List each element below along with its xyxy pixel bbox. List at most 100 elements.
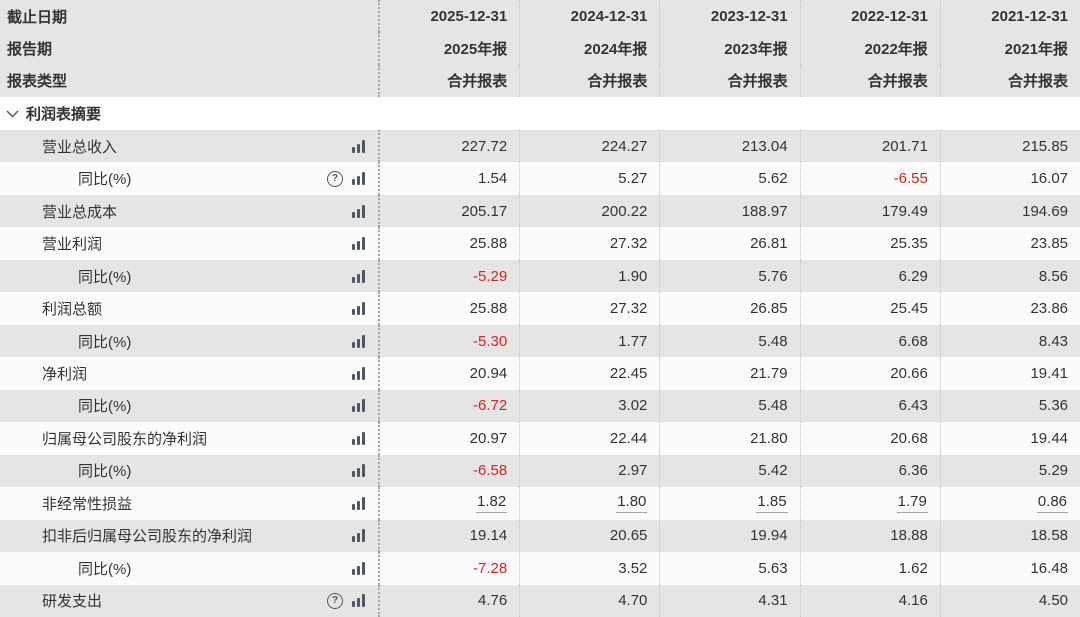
- row-label: 营业利润: [42, 236, 103, 254]
- row-icons: [352, 204, 365, 218]
- value-cell: 2.97: [519, 454, 659, 488]
- row-label: 同比(%): [78, 463, 132, 481]
- value-cell: 22.44: [519, 422, 659, 455]
- bar-chart-icon[interactable]: [352, 237, 365, 251]
- bar-chart-icon[interactable]: [352, 561, 365, 575]
- bar-chart-icon[interactable]: [352, 139, 365, 153]
- cell-value: 194.69: [1022, 202, 1069, 220]
- value-cell: 6.68: [799, 324, 940, 358]
- cell-value: 201.71: [881, 137, 928, 155]
- cell-value: 5.48: [758, 397, 788, 415]
- row-icons: [352, 529, 365, 543]
- cell-value: -7.28: [473, 559, 508, 577]
- value-cell: 23.85: [939, 227, 1080, 260]
- value-cell: 25.45: [799, 292, 940, 325]
- row-icons: [352, 302, 365, 316]
- row-label: 利润总额: [42, 301, 103, 319]
- value-cell: 19.14: [378, 519, 519, 553]
- header-date-cell: 2023-12-31: [659, 0, 799, 33]
- question-mark-icon[interactable]: ?: [327, 170, 343, 187]
- cell-value: 21.79: [750, 365, 788, 383]
- value-cell: 5.36: [939, 389, 1080, 423]
- cell-value: 4.31: [758, 592, 788, 610]
- value-cell: 6.29: [799, 259, 940, 293]
- header-period: 2025年报: [443, 40, 508, 58]
- bar-chart-icon[interactable]: [352, 204, 365, 218]
- question-mark-icon[interactable]: ?: [327, 592, 343, 609]
- row-label: 净利润: [42, 366, 88, 384]
- cell-value: 1.90: [618, 267, 648, 285]
- header-period: 2021年报: [1004, 40, 1069, 58]
- cell-value[interactable]: 1.82: [476, 493, 508, 514]
- value-cell: 1.79: [799, 487, 940, 520]
- cell-value: 21.80: [750, 429, 788, 447]
- value-cell: 20.94: [378, 357, 519, 390]
- table-row: 同比(%) -5.29 1.90 5.76 6.29 8.56: [0, 259, 1080, 293]
- table-row: 同比(%) -6.72 3.02 5.48 6.43 5.36: [0, 389, 1080, 423]
- bar-chart-icon[interactable]: [352, 431, 365, 445]
- cell-value: 3.52: [618, 559, 648, 577]
- bar-chart-icon[interactable]: [352, 334, 365, 348]
- value-cell: 224.27: [519, 130, 659, 163]
- value-cell: 5.48: [659, 389, 799, 423]
- table-row: 同比(%) -5.30 1.77 5.48 6.68 8.43: [0, 324, 1080, 358]
- cell-value[interactable]: 1.85: [756, 493, 788, 514]
- cell-value: 18.88: [890, 527, 928, 545]
- cell-value: 20.68: [890, 429, 928, 447]
- cell-value: 4.16: [898, 592, 928, 610]
- row-icons: [352, 269, 365, 283]
- value-cell: 1.90: [519, 259, 659, 293]
- header-type: 合并报表: [1008, 73, 1069, 91]
- header-date-cell: 2024-12-31: [519, 0, 659, 33]
- value-cell: 21.79: [659, 357, 799, 390]
- cell-value: 6.68: [898, 332, 928, 350]
- header-type: 合并报表: [587, 73, 648, 91]
- chevron-down-icon[interactable]: [6, 109, 19, 118]
- cell-value: 1.54: [478, 170, 508, 188]
- section-row-income-statement-summary[interactable]: 利润表摘要: [0, 97, 1080, 130]
- value-cell: 3.02: [519, 389, 659, 423]
- value-cell: 19.41: [939, 357, 1080, 390]
- cell-value[interactable]: 0.86: [1036, 493, 1069, 514]
- bar-chart-icon[interactable]: [352, 172, 365, 186]
- row-label-cell: 营业总成本: [0, 195, 378, 227]
- row-label-cell: 同比(%)?: [0, 162, 378, 194]
- bar-chart-icon[interactable]: [352, 269, 365, 283]
- bar-chart-icon[interactable]: [352, 529, 365, 543]
- value-cell: 19.44: [939, 422, 1080, 455]
- table-row: 利润总额 25.88 27.32 26.85 25.45 23.86: [0, 292, 1080, 325]
- cell-value: 22.44: [609, 429, 648, 447]
- row-label: 归属母公司股东的净利润: [42, 430, 208, 448]
- row-label: 营业总收入: [42, 138, 118, 156]
- header-period-cell: 2024年报: [519, 32, 659, 65]
- cell-value: 1.62: [898, 559, 928, 577]
- bar-chart-icon[interactable]: [352, 464, 365, 478]
- cell-value: 19.94: [750, 527, 788, 545]
- value-cell: 20.66: [799, 357, 940, 390]
- bar-chart-icon[interactable]: [352, 594, 365, 608]
- bar-chart-icon[interactable]: [352, 367, 365, 381]
- cell-value: 19.44: [1030, 429, 1069, 447]
- row-label: 扣非后归属母公司股东的净利润: [42, 528, 253, 546]
- value-cell: 20.97: [378, 422, 519, 455]
- header-date: 2023-12-31: [710, 7, 788, 25]
- bar-chart-icon[interactable]: [352, 302, 365, 316]
- value-cell: 5.42: [659, 454, 799, 488]
- value-cell: 205.17: [378, 194, 519, 228]
- value-cell: 188.97: [659, 194, 799, 228]
- row-label-cell: 研发支出?: [0, 585, 378, 617]
- cell-value[interactable]: 1.80: [616, 493, 648, 514]
- header-date-cell: 2022-12-31: [799, 0, 940, 33]
- header-period-cell: 2023年报: [659, 32, 799, 65]
- row-label-cell: 营业利润: [0, 227, 378, 259]
- value-cell: 0.86: [939, 487, 1080, 520]
- cell-value: 200.22: [601, 202, 648, 220]
- value-cell: 27.32: [519, 227, 659, 260]
- header-period-cell: 2021年报: [939, 32, 1080, 65]
- cell-value[interactable]: 1.79: [896, 493, 928, 514]
- bar-chart-icon[interactable]: [352, 399, 365, 413]
- value-cell: 5.76: [659, 259, 799, 293]
- cell-value: 1.77: [618, 332, 648, 350]
- bar-chart-icon[interactable]: [352, 496, 365, 510]
